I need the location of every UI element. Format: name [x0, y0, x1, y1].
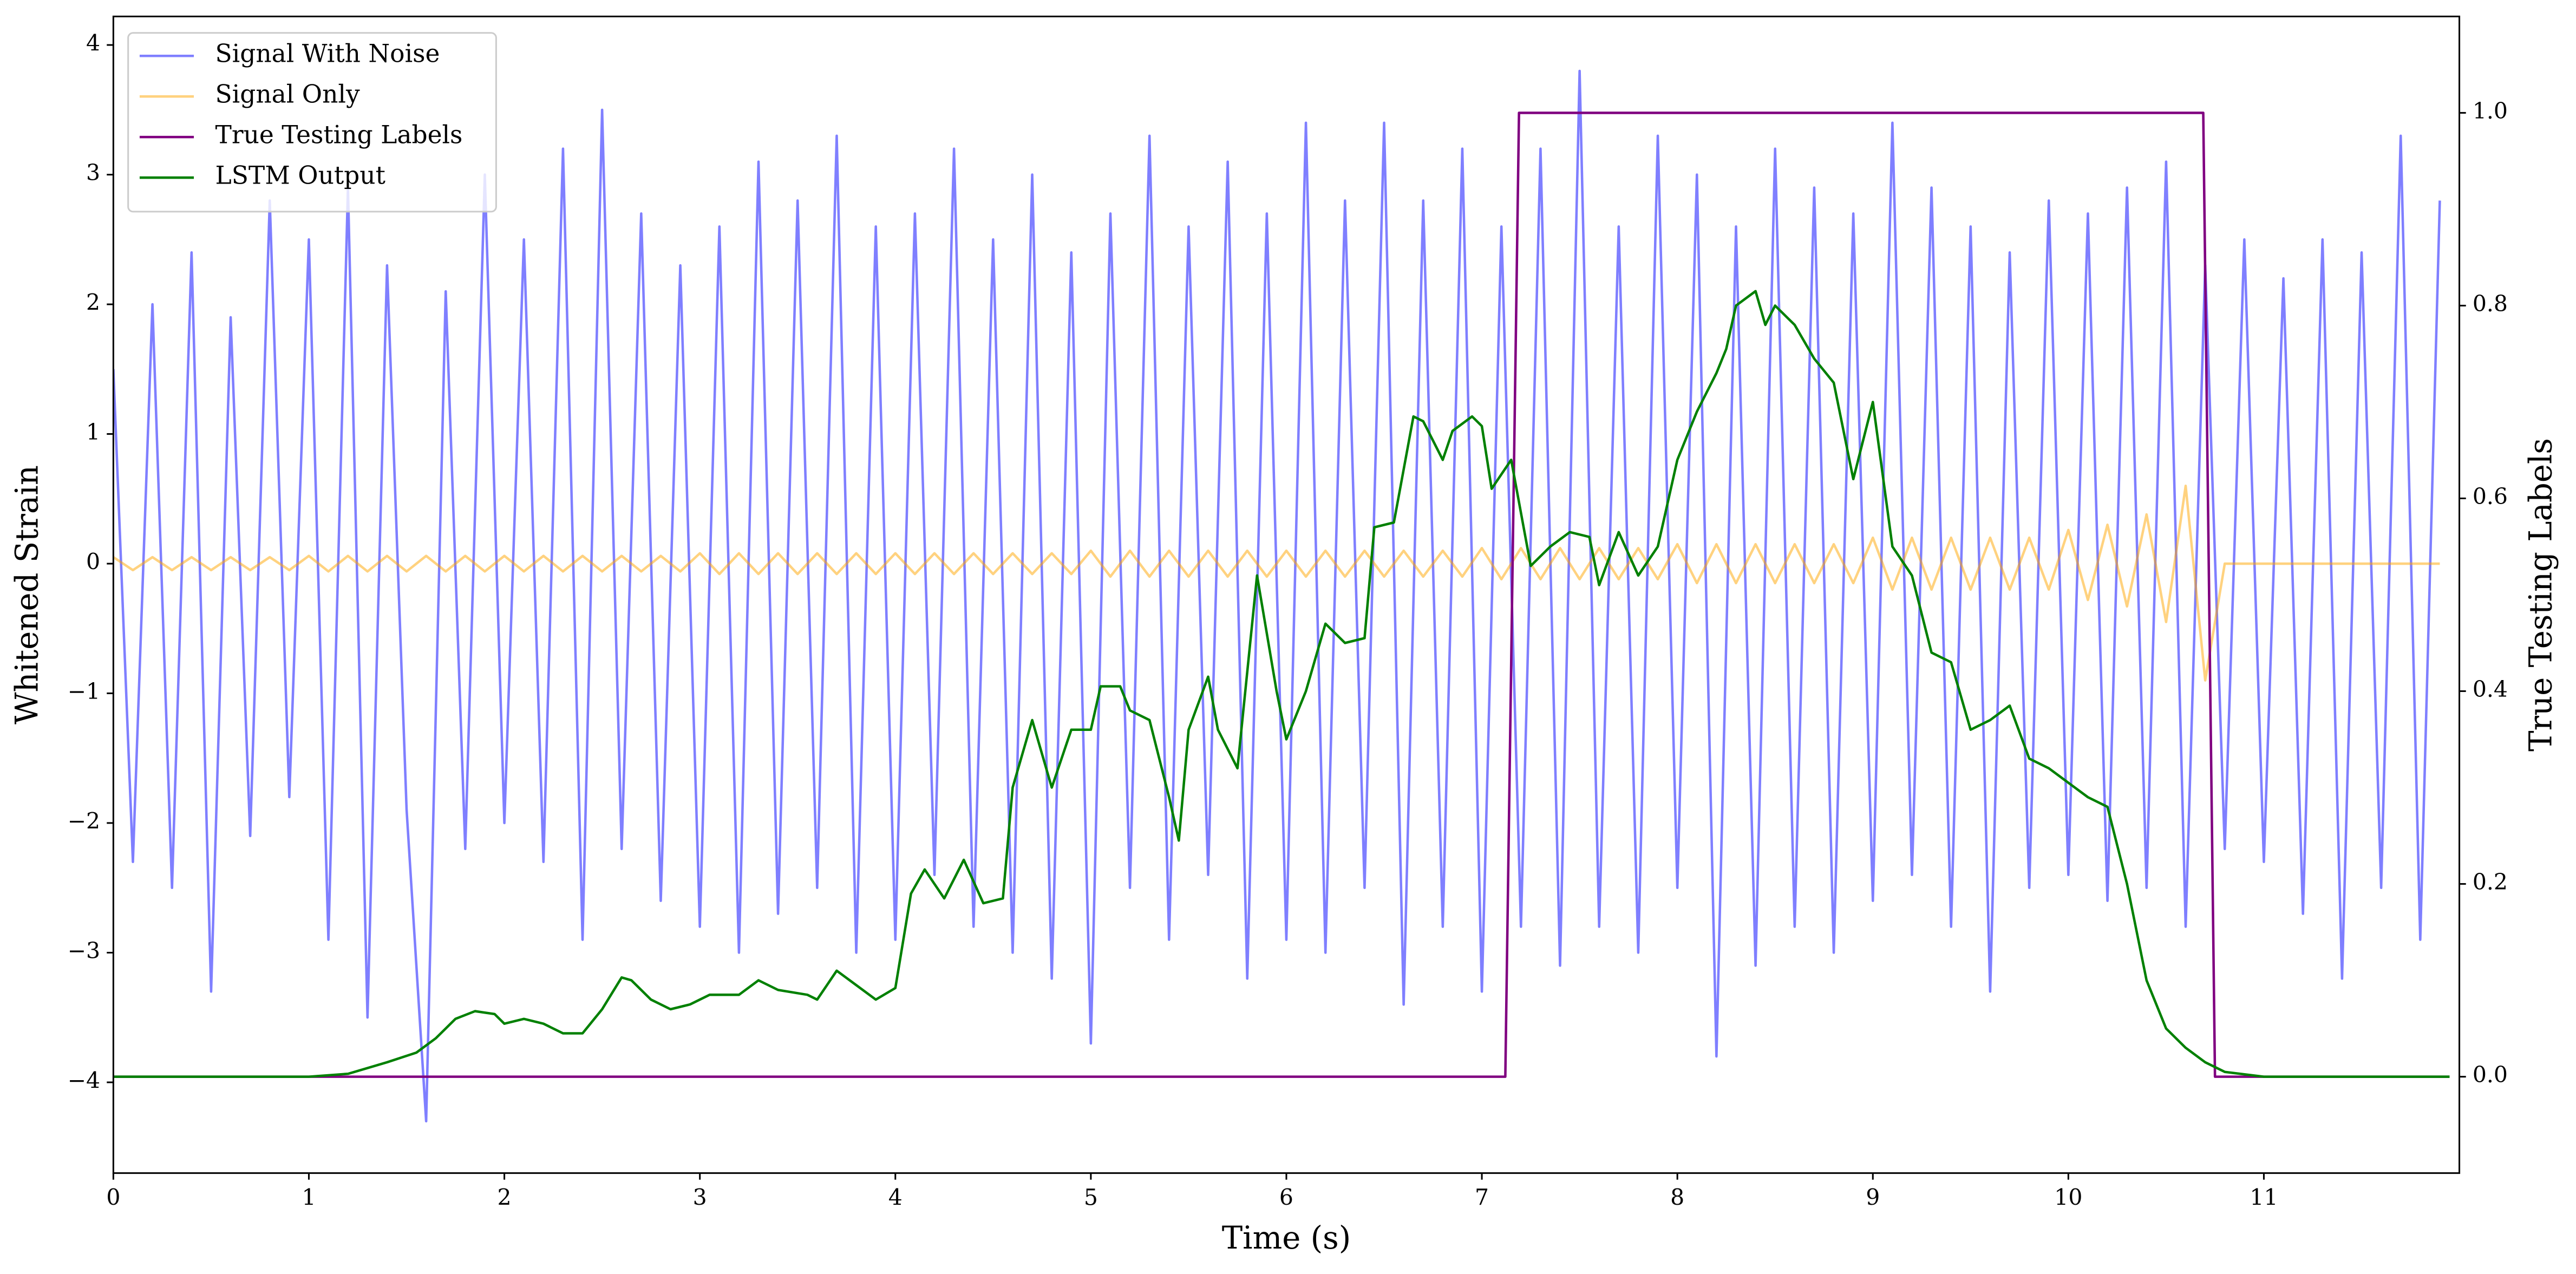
y-tick-label: 3 — [86, 160, 100, 186]
series-line — [113, 290, 2450, 1078]
y2-tick-label: 0.0 — [2473, 1062, 2508, 1088]
x-tick-label: 7 — [1475, 1185, 1489, 1211]
x-tick-label: 6 — [1279, 1185, 1293, 1211]
legend: Signal With Noise Signal Only True Testing… — [127, 32, 497, 213]
y-tick-label: −1 — [68, 678, 100, 704]
series-line — [113, 485, 2440, 682]
y2-tick-label: 0.6 — [2473, 484, 2508, 509]
series-line — [113, 69, 2441, 1123]
x-tick-label: 3 — [693, 1185, 707, 1211]
x-tick-label: 0 — [106, 1185, 120, 1211]
y-tick-label: 1 — [86, 419, 100, 445]
y2-axis-label: True Testing Labels — [2522, 438, 2559, 752]
legend-label: Signal Only — [215, 80, 360, 109]
y-tick-label: −2 — [68, 808, 100, 834]
x-tick-label: 2 — [498, 1185, 512, 1211]
y2-tick-label: 0.2 — [2473, 869, 2508, 895]
x-tick-label: 9 — [1866, 1185, 1880, 1211]
x-tick-label: 1 — [302, 1185, 316, 1211]
y2-tick-label: 0.8 — [2473, 291, 2508, 317]
x-tick-label: 11 — [2250, 1185, 2278, 1211]
legend-label: Signal With Noise — [215, 40, 440, 68]
y-axis-label: Whitened Strain — [9, 465, 45, 724]
legend-box — [127, 32, 497, 213]
y-tick-label: 0 — [86, 549, 100, 575]
legend-label: LSTM Output — [215, 161, 385, 190]
x-tick-label: 10 — [2054, 1185, 2082, 1211]
legend-label: True Testing Labels — [215, 121, 463, 149]
y-tick-label: −4 — [68, 1067, 100, 1093]
y-tick-label: 2 — [86, 290, 100, 316]
y2-tick-label: 0.4 — [2473, 676, 2508, 702]
x-tick-label: 5 — [1084, 1185, 1098, 1211]
x-tick-label: 4 — [888, 1185, 903, 1211]
x-axis-label: Time (s) — [1222, 1219, 1351, 1256]
y2-tick-label: 1.0 — [2473, 98, 2508, 124]
y-tick-label: 4 — [86, 30, 100, 56]
y-tick-label: −3 — [68, 938, 100, 964]
x-tick-label: 8 — [1670, 1185, 1684, 1211]
